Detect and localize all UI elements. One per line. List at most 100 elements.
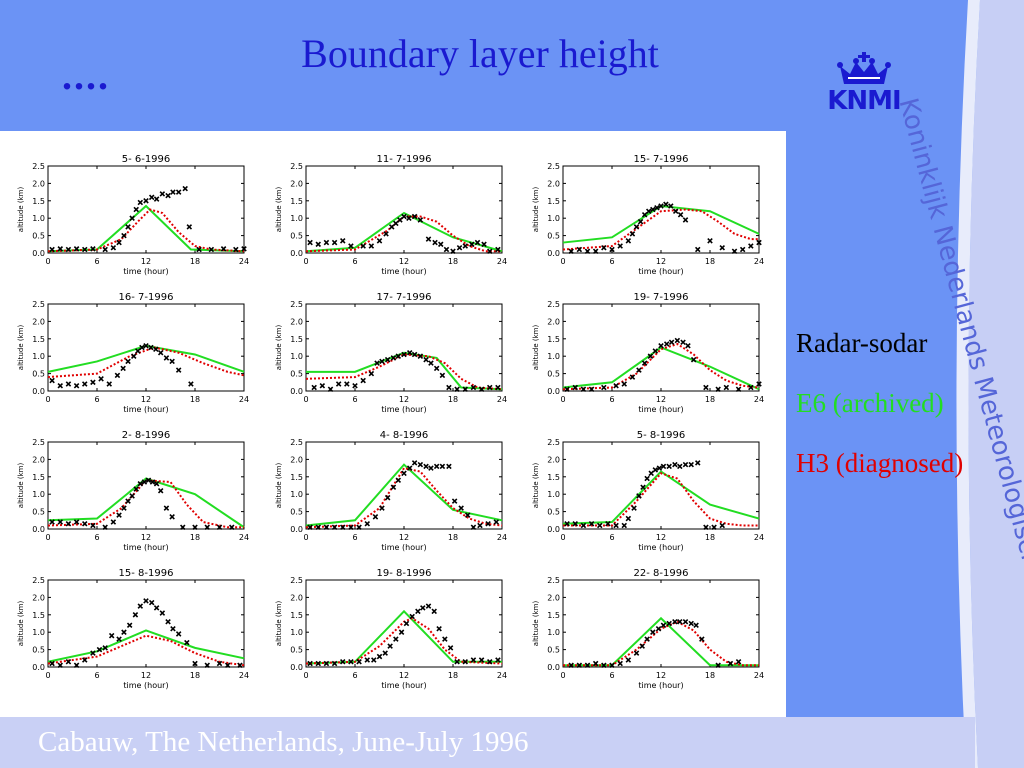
- y-axis-label: altitude (km): [532, 325, 540, 371]
- radar-sodar-point: [65, 246, 72, 253]
- radar-sodar-point: [756, 381, 762, 387]
- x-tick-label: 18: [448, 533, 458, 542]
- radar-sodar-point: [348, 659, 354, 665]
- radar-sodar-point: [486, 384, 493, 391]
- radar-sodar-point: [196, 246, 202, 253]
- radar-sodar-point: [464, 512, 471, 518]
- radar-sodar-point: [360, 377, 366, 384]
- x-axis-label: time (hour): [381, 267, 426, 276]
- radar-sodar-point: [57, 662, 64, 669]
- plot-frame: [305, 579, 503, 668]
- radar-sodar-point: [390, 484, 397, 491]
- radar-sodar-point: [715, 662, 721, 669]
- radar-sodar-point: [451, 498, 458, 504]
- radar-sodar-point: [331, 239, 338, 246]
- radar-sodar-point: [401, 470, 407, 477]
- x-tick-label: 12: [399, 533, 409, 542]
- radar-sodar-point: [331, 524, 338, 531]
- radar-sodar-point: [425, 236, 432, 242]
- y-tick-label: 2.0: [547, 317, 560, 326]
- y-tick-label: 1.5: [547, 197, 560, 206]
- radar-sodar-point: [307, 524, 313, 531]
- radar-sodar-point: [157, 487, 164, 494]
- radar-sodar-point: [647, 353, 654, 359]
- radar-sodar-point: [65, 381, 72, 387]
- radar-sodar-point: [148, 194, 155, 201]
- radar-sodar-point: [423, 356, 429, 363]
- radar-sodar-point: [609, 246, 615, 253]
- x-axis-label: time (hour): [638, 681, 683, 690]
- y-axis-label: altitude (km): [275, 463, 283, 509]
- radar-sodar-point: [364, 657, 371, 663]
- series-h3-line: [563, 620, 759, 667]
- radar-sodar-point: [609, 662, 615, 669]
- x-tick-label: 6: [352, 257, 357, 266]
- radar-sodar-point: [431, 608, 437, 615]
- radar-sodar-point: [323, 660, 330, 667]
- radar-sodar-point: [495, 657, 501, 663]
- x-tick-label: 12: [141, 533, 151, 542]
- radar-sodar-point: [356, 659, 362, 665]
- radar-sodar-point: [735, 386, 742, 393]
- radar-sodar-point: [694, 246, 701, 253]
- radar-sodar-point: [96, 646, 103, 653]
- radar-sodar-point: [175, 631, 182, 637]
- radar-sodar-point: [470, 524, 477, 531]
- radar-sodar-point: [120, 365, 126, 372]
- series-h3-line: [47, 479, 244, 529]
- plot-frame: [562, 441, 760, 530]
- y-tick-label: 1.5: [32, 611, 45, 620]
- radar-sodar-point: [406, 349, 413, 356]
- radar-sodar-point: [641, 360, 648, 366]
- radar-sodar-point: [572, 384, 579, 391]
- radar-sodar-point: [437, 241, 444, 248]
- y-tick-label: 1.5: [547, 473, 560, 482]
- radar-sodar-point: [57, 246, 64, 252]
- radar-sodar-point: [645, 208, 652, 215]
- y-tick-label: 2.5: [290, 438, 303, 447]
- radar-sodar-point: [116, 239, 122, 246]
- y-axis-label: altitude (km): [17, 463, 25, 509]
- radar-sodar-point: [335, 381, 342, 387]
- radar-sodar-point: [663, 201, 669, 208]
- x-tick-label: 0: [45, 395, 50, 404]
- radar-sodar-point: [186, 224, 193, 230]
- radar-sodar-point: [344, 381, 350, 387]
- radar-sodar-point: [374, 360, 380, 366]
- radar-sodar-point: [588, 521, 595, 527]
- radar-sodar-point: [319, 383, 326, 389]
- radar-sodar-point: [169, 514, 175, 520]
- radar-sodar-point: [237, 662, 243, 669]
- radar-sodar-point: [648, 470, 654, 477]
- radar-sodar-point: [447, 645, 454, 651]
- charts-panel: 5- 6-1996 0 6 12 18 24 0.0 0.5 1.0 1.5 2.0 2.5 time …: [0, 131, 786, 717]
- radar-sodar-point: [439, 372, 446, 379]
- radar-sodar-point: [339, 659, 346, 665]
- y-tick-label: 0.5: [547, 370, 560, 379]
- radar-sodar-point: [323, 524, 330, 531]
- radar-sodar-point: [73, 383, 80, 389]
- radar-sodar-point: [125, 498, 131, 504]
- radar-sodar-point: [458, 505, 464, 511]
- x-axis-label: time (hour): [123, 267, 168, 276]
- x-tick-label: 18: [190, 257, 200, 266]
- radar-sodar-point: [170, 189, 176, 195]
- chart-4: 17- 7-1996 0 6 12 18 24 0.0 0.5 1.0 1.5 2.0 2.5 time…: [275, 292, 507, 414]
- radar-sodar-point: [652, 348, 659, 354]
- chart-5: 19- 7-1996 0 6 12 18 24 0.0 0.5 1.0 1.5 2.0 2.5 time…: [532, 292, 764, 414]
- radar-sodar-point: [129, 493, 135, 499]
- radar-sodar-point: [660, 463, 667, 470]
- chart-title: 22- 8-1996: [634, 568, 689, 579]
- x-tick-label: 6: [94, 671, 99, 680]
- radar-sodar-point: [339, 238, 346, 244]
- radar-sodar-point: [654, 204, 660, 211]
- radar-sodar-point: [390, 355, 397, 361]
- radar-sodar-point: [49, 246, 55, 253]
- radar-sodar-point: [693, 622, 699, 629]
- y-tick-label: 1.0: [32, 352, 45, 361]
- radar-sodar-point: [469, 241, 475, 248]
- x-tick-label: 12: [656, 395, 666, 404]
- y-tick-label: 2.5: [290, 162, 303, 171]
- radar-sodar-point: [163, 505, 170, 511]
- radar-sodar-point: [650, 206, 656, 213]
